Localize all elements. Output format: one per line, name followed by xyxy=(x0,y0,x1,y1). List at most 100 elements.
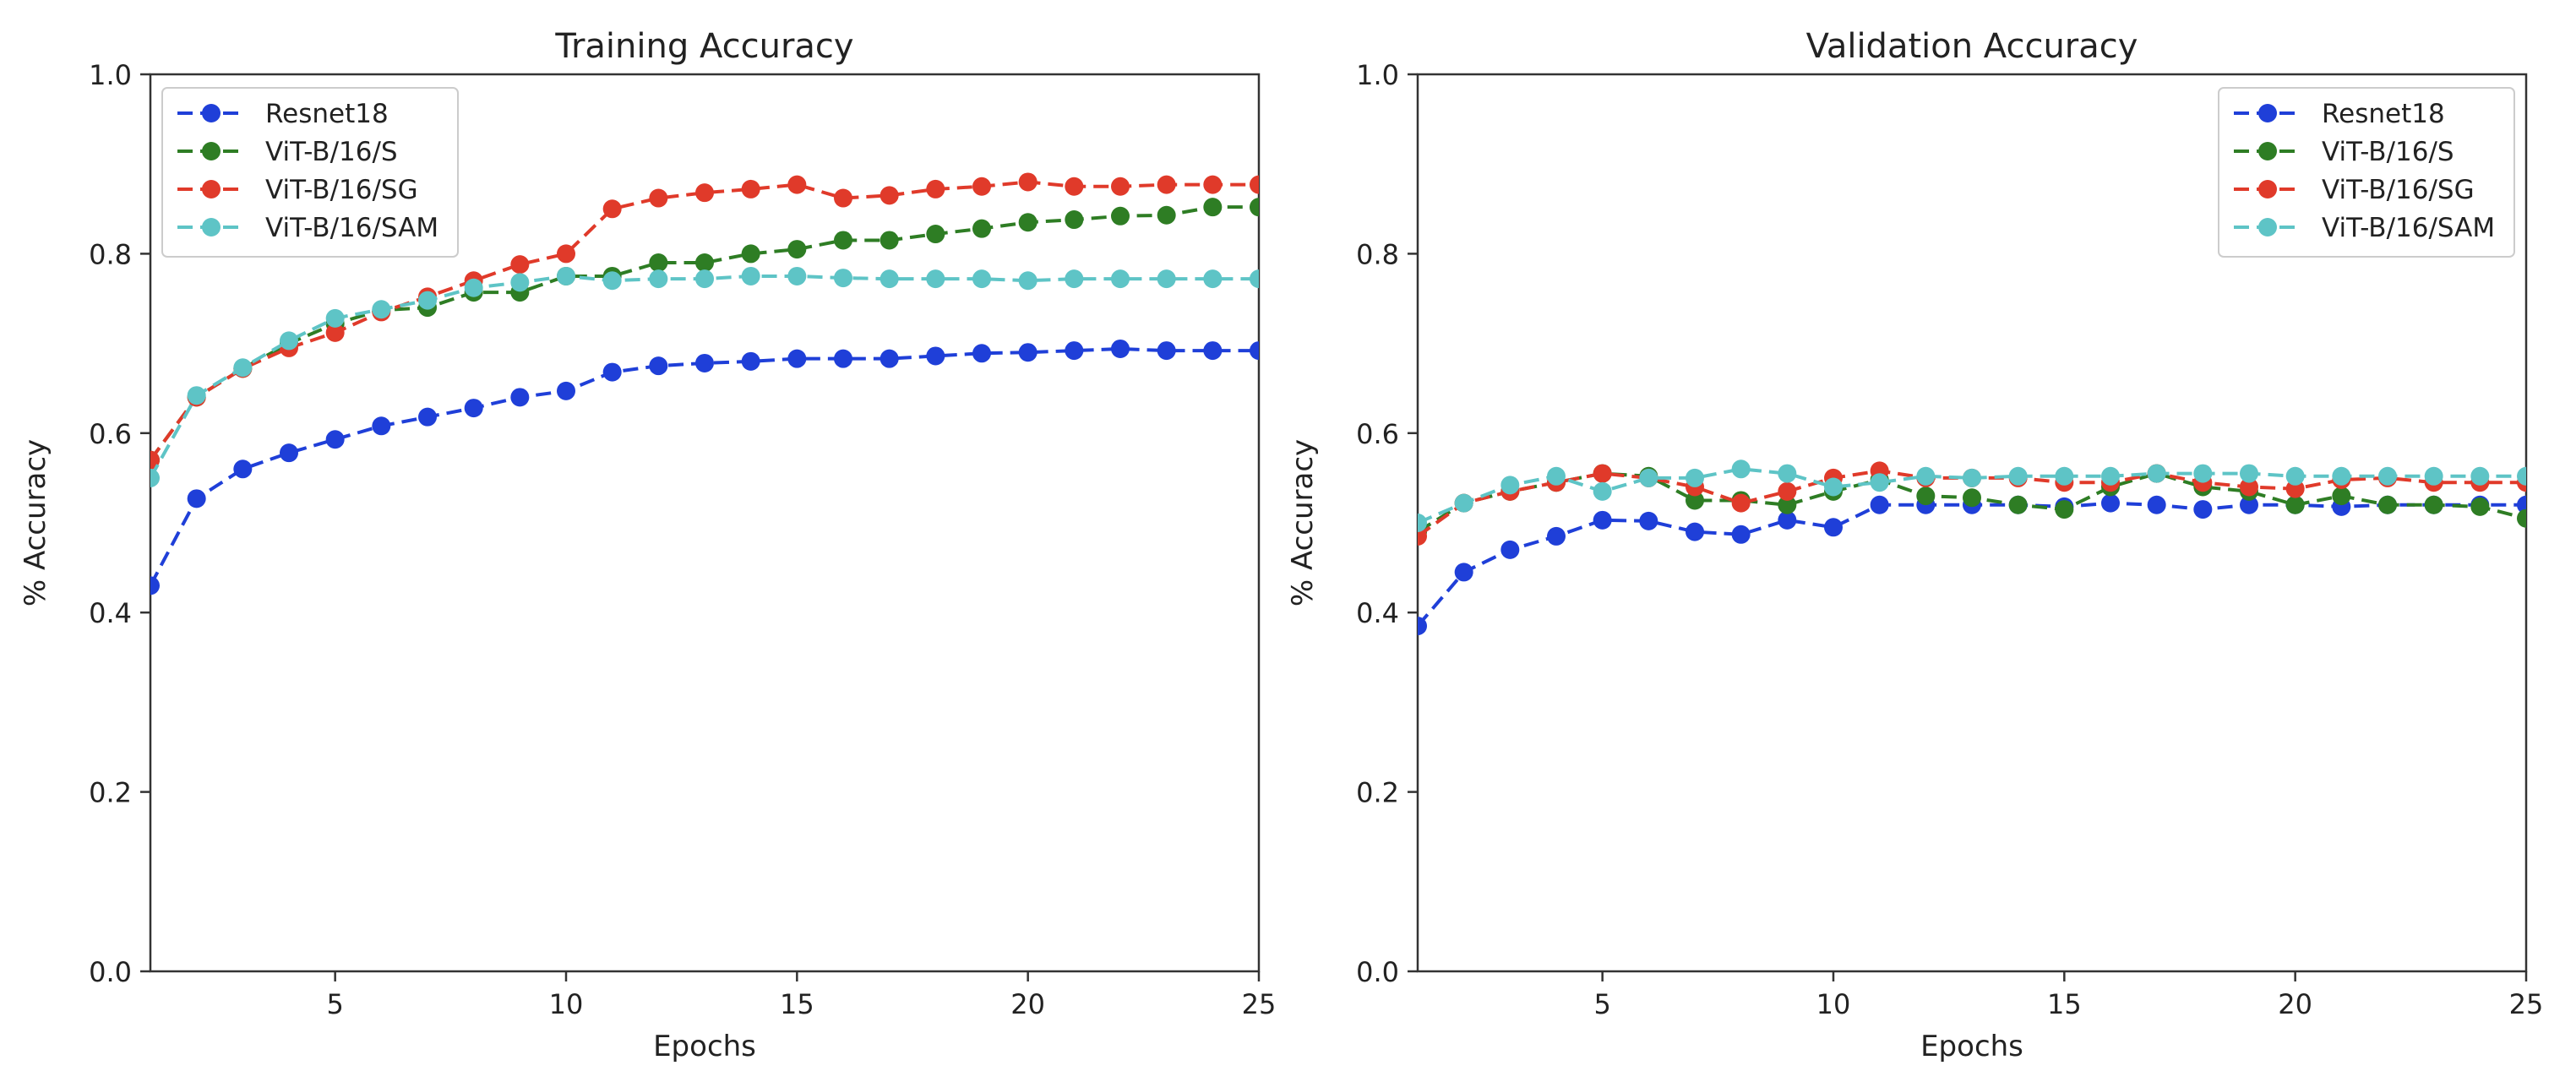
data-point-vit-b-16-s xyxy=(972,219,991,238)
data-point-resnet18 xyxy=(464,399,483,418)
data-point-vit-b-16-sam xyxy=(187,386,206,405)
legend: Resnet18 ViT-B/16/S ViT-B/16/SG ViT-B/16/SA… xyxy=(2218,87,2515,258)
data-point-vit-b-16-sg xyxy=(695,183,714,203)
y-tick-label: 0.8 xyxy=(89,238,132,270)
legend-box xyxy=(161,87,459,258)
legend-swatch-marker xyxy=(202,180,221,198)
x-axis-label: Epochs xyxy=(1920,1030,2023,1063)
data-point-vit-b-16-s xyxy=(1111,206,1130,226)
data-point-vit-b-16-s xyxy=(1065,210,1084,230)
data-point-resnet18 xyxy=(695,353,714,372)
data-point-vit-b-16-sam xyxy=(1111,269,1130,289)
data-point-vit-b-16-sam xyxy=(1639,468,1658,487)
legend-label: ViT-B/16/S xyxy=(2322,137,2454,167)
legend-label: ViT-B/16/SAM xyxy=(2322,213,2495,243)
data-point-vit-b-16-sam xyxy=(325,308,345,328)
legend: Resnet18 ViT-B/16/S ViT-B/16/SG ViT-B/16/SA… xyxy=(161,87,459,258)
data-point-vit-b-16-s xyxy=(926,225,945,244)
x-tick-label: 10 xyxy=(549,988,584,1020)
data-point-vit-b-16-s xyxy=(2424,495,2443,514)
data-point-vit-b-16-sg xyxy=(1593,464,1612,483)
data-point-vit-b-16-s xyxy=(1916,487,1936,506)
data-point-vit-b-16-s xyxy=(1157,205,1176,225)
x-tick-label: 5 xyxy=(326,988,343,1020)
data-point-vit-b-16-sam xyxy=(1731,459,1751,479)
data-point-vit-b-16-sam xyxy=(787,266,807,285)
data-point-vit-b-16-sam xyxy=(1870,473,1889,492)
data-point-vit-b-16-sam xyxy=(1454,493,1473,513)
data-point-vit-b-16-sam xyxy=(1418,514,1427,532)
data-point-vit-b-16-sam xyxy=(1203,269,1223,289)
data-point-vit-b-16-s xyxy=(1963,488,1981,508)
data-point-vit-b-16-sam xyxy=(233,358,253,378)
data-point-vit-b-16-sam xyxy=(1500,476,1520,495)
data-point-resnet18 xyxy=(1500,540,1520,559)
x-tick-label: 10 xyxy=(1816,988,1851,1020)
legend-swatch-marker xyxy=(2258,142,2277,160)
data-point-vit-b-16-s xyxy=(2517,508,2526,528)
data-point-resnet18 xyxy=(880,349,899,368)
validation-accuracy-chart: Validation Accuracy 0.0 0.2 0.4 0.6 0.8 1.0 5 10… xyxy=(1286,27,2543,1063)
data-point-vit-b-16-sam xyxy=(2147,464,2166,483)
data-point-vit-b-16-sam xyxy=(464,278,483,297)
data-point-vit-b-16-sg xyxy=(1065,177,1084,196)
data-point-resnet18 xyxy=(1418,617,1427,636)
legend-label: ViT-B/16/SG xyxy=(265,175,418,205)
x-axis-label: Epochs xyxy=(653,1030,756,1063)
data-point-vit-b-16-sg xyxy=(325,323,345,342)
y-tick-label: 0.6 xyxy=(1356,418,1399,450)
data-point-vit-b-16-sg xyxy=(602,199,622,219)
data-point-vit-b-16-s xyxy=(1686,491,1704,510)
data-point-resnet18 xyxy=(1870,495,1889,514)
legend-swatch-marker xyxy=(2258,104,2277,122)
data-point-vit-b-16-sam xyxy=(2517,466,2526,486)
data-point-resnet18 xyxy=(1065,341,1084,361)
data-point-resnet18 xyxy=(926,346,945,366)
data-point-resnet18 xyxy=(741,351,760,371)
x-tick-label: 20 xyxy=(1010,988,1045,1020)
data-point-resnet18 xyxy=(2193,500,2213,519)
data-point-resnet18 xyxy=(834,349,852,368)
data-point-vit-b-16-s xyxy=(1203,198,1223,217)
y-tick-label: 0.0 xyxy=(1356,956,1399,988)
data-point-vit-b-16-sam xyxy=(695,269,714,289)
plot-area xyxy=(150,172,1259,595)
data-point-vit-b-16-sg xyxy=(1778,481,1797,501)
data-point-vit-b-16-sam xyxy=(2008,466,2028,486)
data-point-vit-b-16-s xyxy=(649,253,668,273)
data-point-resnet18 xyxy=(1018,343,1037,362)
legend-swatch-marker xyxy=(2258,180,2277,198)
x-tick-label: 5 xyxy=(1593,988,1610,1020)
data-point-vit-b-16-s xyxy=(1018,213,1037,232)
data-point-vit-b-16-sam xyxy=(926,269,945,289)
data-point-vit-b-16-sam xyxy=(2332,466,2351,486)
data-point-resnet18 xyxy=(372,416,391,436)
data-point-vit-b-16-sam xyxy=(1018,271,1037,291)
legend-label: Resnet18 xyxy=(265,99,389,129)
data-point-vit-b-16-s xyxy=(741,244,760,264)
legend-swatch-marker xyxy=(202,218,221,236)
data-point-vit-b-16-sg xyxy=(1731,493,1751,513)
data-point-vit-b-16-s xyxy=(2285,495,2305,514)
data-point-vit-b-16-sg xyxy=(880,186,899,205)
y-tick-label: 1.0 xyxy=(89,59,132,91)
x-tick-label: 25 xyxy=(2509,988,2544,1020)
data-point-vit-b-16-sam xyxy=(1547,466,1566,486)
data-point-resnet18 xyxy=(1778,510,1797,530)
data-point-resnet18 xyxy=(187,489,206,508)
data-point-vit-b-16-sam xyxy=(834,269,852,288)
data-point-vit-b-16-sg xyxy=(787,175,807,194)
data-point-resnet18 xyxy=(1593,510,1612,530)
data-point-vit-b-16-sam xyxy=(972,269,991,289)
data-point-vit-b-16-sg xyxy=(834,188,852,208)
data-point-resnet18 xyxy=(2101,493,2120,513)
data-point-resnet18 xyxy=(1203,341,1223,361)
data-point-resnet18 xyxy=(649,356,668,376)
data-point-resnet18 xyxy=(1639,511,1658,530)
x-tick-label: 15 xyxy=(780,988,814,1020)
series-vit-b-16-sam xyxy=(150,266,1259,487)
data-point-resnet18 xyxy=(233,459,253,479)
legend-swatch-marker xyxy=(2258,218,2277,236)
y-tick-label: 1.0 xyxy=(1356,59,1399,91)
